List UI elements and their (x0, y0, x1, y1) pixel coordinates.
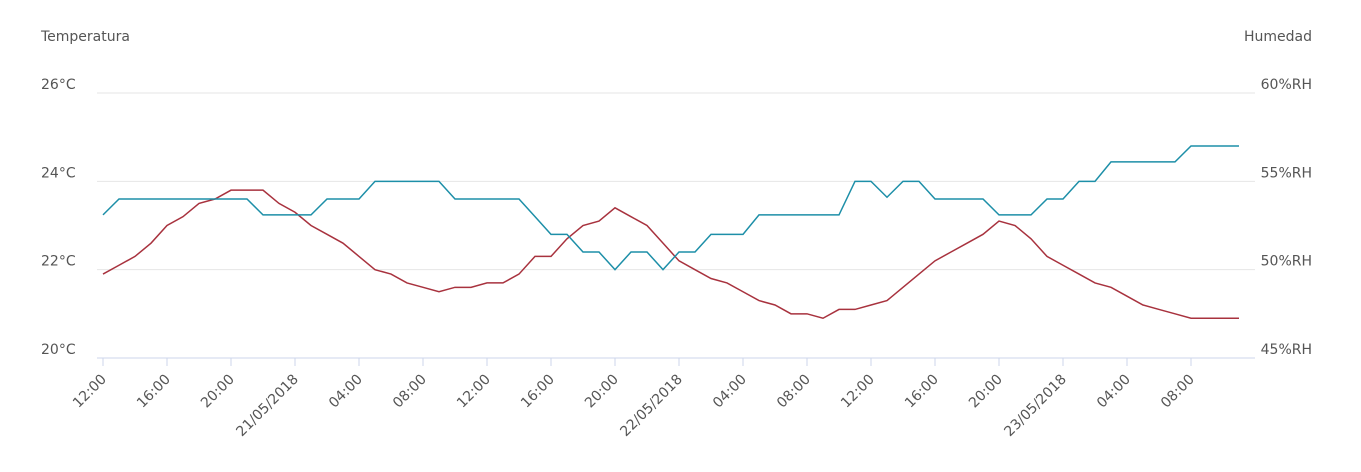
series-line (102, 189, 1239, 320)
y2-axis-title: Humedad (1244, 29, 1312, 45)
y-tick-label: 26°C (41, 77, 76, 93)
x-tick-label: 23/05/2018 (1001, 372, 1069, 440)
y-tick-label: 24°C (41, 165, 76, 181)
x-tick-label: 21/05/2018 (233, 372, 301, 440)
x-tick-label: 16:00 (518, 372, 558, 412)
x-tick-label: 04:00 (710, 372, 750, 412)
x-tick-label: 08:00 (390, 372, 430, 412)
x-tick-label: 08:00 (1158, 372, 1198, 412)
x-tick-label: 12:00 (838, 372, 878, 412)
y-tick-label: 22°C (41, 254, 76, 270)
x-tick-label: 20:00 (582, 372, 622, 412)
series-line (102, 145, 1239, 271)
y2-tick-label: 60%RH (1261, 77, 1312, 93)
y2-tick-label: 50%RH (1261, 254, 1312, 270)
y2-tick-label: 55%RH (1261, 165, 1312, 181)
x-tick-label: 12:00 (70, 372, 110, 412)
x-tick-label: 04:00 (1094, 372, 1134, 412)
y-axis-title: Temperatura (40, 29, 130, 45)
y2-tick-label: 45%RH (1261, 342, 1312, 358)
x-tick-label: 22/05/2018 (617, 372, 685, 440)
x-tick-label: 20:00 (966, 372, 1006, 412)
x-tick-label: 16:00 (902, 372, 942, 412)
x-tick-label: 08:00 (774, 372, 814, 412)
y-tick-label: 20°C (41, 342, 76, 358)
x-tick-label: 20:00 (198, 372, 238, 412)
x-tick-label: 16:00 (134, 372, 174, 412)
x-tick-label: 04:00 (326, 372, 366, 412)
x-tick-label: 12:00 (454, 372, 494, 412)
